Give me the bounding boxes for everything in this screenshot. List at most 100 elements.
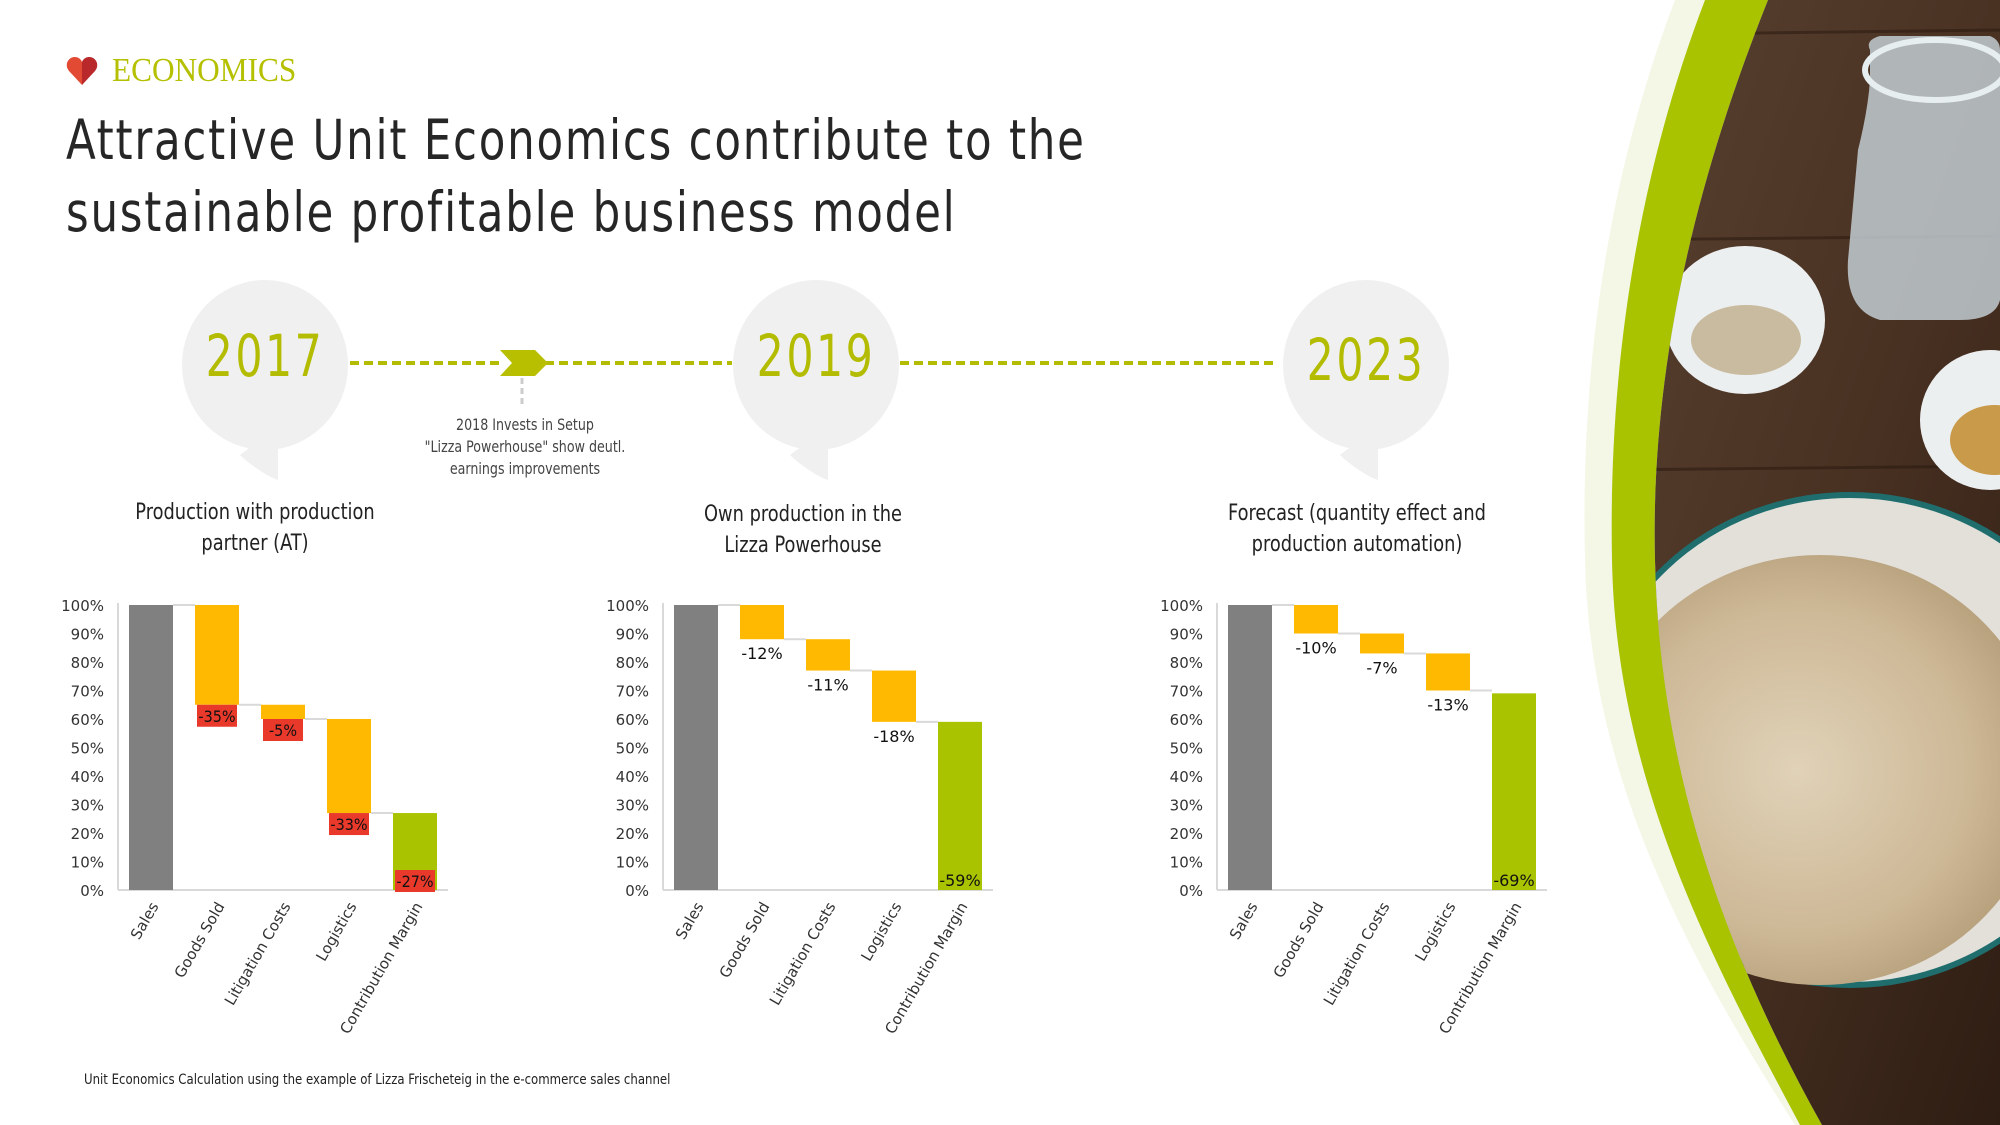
chart-1-ytick: 10% bbox=[71, 854, 104, 872]
chart-2-data-label: -59% bbox=[939, 871, 980, 890]
chart-3-title-line-2: production automation) bbox=[1251, 532, 1463, 557]
chart-1-bar-goods-sold bbox=[195, 605, 239, 705]
speech-bubble-2017 bbox=[182, 280, 348, 480]
chart-1-category-label: Sales bbox=[127, 899, 163, 943]
chart-2-category-label: Litigation Costs bbox=[766, 899, 840, 1009]
chart-2-title-line-2: Lizza Powerhouse bbox=[724, 533, 882, 558]
footnote: Unit Economics Calculation using the exa… bbox=[84, 1072, 671, 1088]
chart-2-title-line-1: Own production in the bbox=[704, 502, 902, 527]
chart-2-bar-logistics bbox=[872, 670, 916, 722]
chart-1-bar-sales bbox=[129, 605, 173, 890]
chart-1-bar-logistics bbox=[327, 719, 371, 814]
chart-2-bar-sales bbox=[674, 605, 718, 890]
timeline-note-line-2: "Lizza Powerhouse" show deutl. bbox=[424, 437, 626, 456]
chart-3-ytick: 90% bbox=[1170, 626, 1203, 644]
timeline-note: 2018 Invests in Setup "Lizza Powerhouse"… bbox=[397, 414, 652, 480]
chart-1-label-box bbox=[395, 870, 435, 892]
chart-3-ytick: 80% bbox=[1170, 654, 1203, 672]
green-band bbox=[1611, 0, 1822, 1125]
chart-1-label-box bbox=[263, 719, 303, 741]
year-2023: 2023 bbox=[1306, 326, 1426, 394]
chart-2-ytick: 100% bbox=[606, 597, 649, 615]
pale-green-band bbox=[1584, 0, 1822, 1125]
chart-3-ytick: 100% bbox=[1160, 597, 1203, 615]
heart-icon bbox=[66, 57, 98, 85]
chart-2-data-label: -11% bbox=[807, 676, 848, 695]
speech-bubble-2023 bbox=[1283, 280, 1449, 480]
chart-1-data-label: -5% bbox=[269, 721, 297, 740]
chart-3-bar-sales bbox=[1228, 605, 1272, 890]
chart-3-category-label: Logistics bbox=[1411, 899, 1459, 964]
page-title-line-2: sustainable profitable business model bbox=[66, 180, 957, 244]
chart-2-ytick: 80% bbox=[616, 654, 649, 672]
chart-1-title-line-2: partner (AT) bbox=[201, 531, 309, 556]
chart-3-ytick: 60% bbox=[1170, 711, 1203, 729]
waterfall-charts: 0% 10% 20% 30% 40% 50% 60% 70% 80% 90% 100% Sales -3… bbox=[61, 597, 1547, 1037]
chart-1-title: Production with production partner (AT) bbox=[98, 497, 413, 559]
chart-2-ytick: 60% bbox=[616, 711, 649, 729]
chart-1-ytick: 30% bbox=[71, 797, 104, 815]
chart-3-category-label: Goods Sold bbox=[1270, 899, 1328, 981]
chart-1-ytick: 80% bbox=[71, 654, 104, 672]
chart-1-data-label: -27% bbox=[396, 872, 433, 891]
chart-1-ytick: 70% bbox=[71, 683, 104, 701]
page-title-line-1: Attractive Unit Economics contribute to … bbox=[66, 108, 1086, 172]
chart-1-ytick: 20% bbox=[71, 825, 104, 843]
chevron-marker-icon bbox=[500, 350, 548, 376]
chart-1-ytick: 100% bbox=[61, 597, 104, 615]
chart-2-ytick: 10% bbox=[616, 854, 649, 872]
chart-2-bar-goods-sold bbox=[740, 605, 784, 640]
chart-1-bar-litigation-costs bbox=[261, 704, 305, 719]
chart-2-category-label: Sales bbox=[672, 899, 708, 943]
chart-3-title: Forecast (quantity effect and production… bbox=[1200, 498, 1515, 560]
section-label: ECONOMICS bbox=[112, 52, 297, 89]
chart-2-ytick: 70% bbox=[616, 683, 649, 701]
timeline-note-line-1: 2018 Invests in Setup bbox=[456, 415, 594, 434]
chart-1-ytick: 90% bbox=[71, 626, 104, 644]
chart-1-label-box bbox=[197, 704, 237, 727]
chart-3-ytick: 70% bbox=[1170, 683, 1203, 701]
page-title: Attractive Unit Economics contribute to … bbox=[66, 104, 1086, 248]
chart-2-ytick: 0% bbox=[625, 882, 649, 900]
chart-3-ytick: 10% bbox=[1170, 854, 1203, 872]
chart-2-title: Own production in the Lizza Powerhouse bbox=[646, 499, 961, 561]
chart-3-ytick: 20% bbox=[1170, 825, 1203, 843]
photo-image bbox=[1654, 0, 2000, 1125]
chart-3-data-label: -10% bbox=[1295, 639, 1336, 658]
chart-2-category-label: Goods Sold bbox=[716, 899, 774, 981]
chart-3-category-label: Sales bbox=[1226, 899, 1262, 943]
timeline-note-line-3: earnings improvements bbox=[449, 459, 601, 478]
chart-1-data-label: -33% bbox=[330, 815, 367, 834]
chart-3-bar-goods-sold bbox=[1294, 605, 1338, 634]
chart-2-bar-contribution-margin bbox=[938, 721, 982, 890]
chart-3-title-line-1: Forecast (quantity effect and bbox=[1228, 501, 1486, 526]
chart-1-category-label: Goods Sold bbox=[171, 899, 229, 981]
chart-1-label-box bbox=[329, 813, 369, 836]
speech-bubble-2019 bbox=[733, 280, 899, 480]
chart-2-ytick: 90% bbox=[616, 626, 649, 644]
chart-1-ytick: 40% bbox=[71, 768, 104, 786]
chart-2-category-label: Logistics bbox=[857, 899, 905, 964]
chart-3-ytick: 40% bbox=[1170, 768, 1203, 786]
chart-1-ytick: 0% bbox=[80, 882, 104, 900]
chart-1-data-label: -35% bbox=[198, 707, 235, 726]
chart-3-ytick: 30% bbox=[1170, 797, 1203, 815]
chart-3-bar-contribution-margin bbox=[1492, 693, 1536, 890]
chart-3-data-label: -7% bbox=[1366, 658, 1397, 677]
chart-1-category-label: Litigation Costs bbox=[221, 899, 295, 1009]
chart-3-ytick: 50% bbox=[1170, 740, 1203, 758]
chart-2-ytick: 40% bbox=[616, 768, 649, 786]
chart-2-ytick: 30% bbox=[616, 797, 649, 815]
chart-3-ytick: 0% bbox=[1179, 882, 1203, 900]
year-2019: 2019 bbox=[756, 322, 876, 390]
chart-3-data-label: -69% bbox=[1493, 871, 1534, 890]
chart-1-title-line-1: Production with production bbox=[135, 500, 375, 525]
chart-1-category-label: Logistics bbox=[312, 899, 360, 964]
chart-2-data-label: -18% bbox=[873, 727, 914, 746]
chart-2-ytick: 50% bbox=[616, 740, 649, 758]
chart-3-data-label: -13% bbox=[1427, 696, 1468, 715]
chart-2-data-label: -12% bbox=[741, 644, 782, 663]
chart-2-ytick: 20% bbox=[616, 825, 649, 843]
chart-3-category-label: Litigation Costs bbox=[1320, 899, 1394, 1009]
timeline bbox=[182, 280, 1449, 480]
